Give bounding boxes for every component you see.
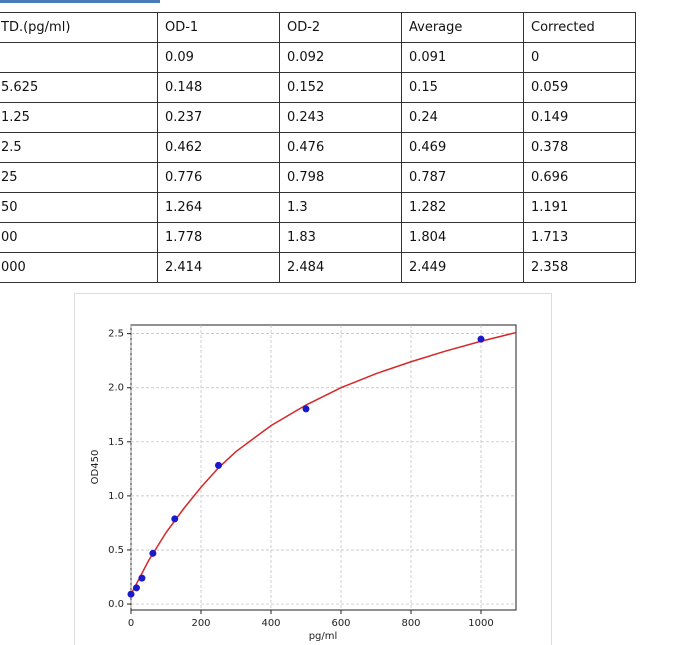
table-cell: 0.15 <box>401 72 524 103</box>
table-cell: 0.237 <box>157 102 280 133</box>
table-row: 2.5 0.462 0.476 0.469 0.378 <box>0 132 636 163</box>
table-cell: 0.24 <box>401 102 524 133</box>
table-cell: 0.696 <box>523 162 636 193</box>
x-tick-label: 600 <box>331 618 350 629</box>
y-tick-label: 2.5 <box>108 329 124 340</box>
data-point <box>149 549 157 557</box>
table-cell: 0.476 <box>279 132 402 163</box>
table-cell: 0.787 <box>401 162 524 193</box>
data-point <box>171 515 179 523</box>
table-cell: Average <box>401 12 524 43</box>
table-cell: 2.484 <box>279 252 402 283</box>
table-cell: OD-2 <box>279 12 402 43</box>
header-row: TD.(pg/ml) OD-1 OD-2 Average Corrected <box>0 12 636 43</box>
table-row: 00 1.778 1.83 1.804 1.713 <box>0 222 636 253</box>
x-tick-label: 800 <box>401 618 420 629</box>
y-tick-label: 0.5 <box>108 545 124 556</box>
table-cell: 0.462 <box>157 132 280 163</box>
table-cell: 2.358 <box>523 252 636 283</box>
table-cell: 1.282 <box>401 192 524 223</box>
table-cell: OD-1 <box>157 12 280 43</box>
table-cell: 2.5 <box>0 132 158 163</box>
y-tick-label: 2.0 <box>108 383 124 394</box>
header-bar <box>0 0 160 3</box>
x-tick-label: 0 <box>128 618 134 629</box>
chart-frame <box>74 293 552 645</box>
plot-frame <box>130 324 517 611</box>
data-point <box>132 584 140 592</box>
table-cell: 2.414 <box>157 252 280 283</box>
y-tick-label: 0.0 <box>108 599 124 610</box>
table-row: 1.25 0.237 0.243 0.24 0.149 <box>0 102 636 133</box>
data-point <box>302 405 310 413</box>
x-tick-label: 200 <box>191 618 210 629</box>
table-cell: 1.713 <box>523 222 636 253</box>
table-cell: 0.092 <box>279 42 402 73</box>
data-point <box>127 590 135 598</box>
x-axis-label: pg/ml <box>309 631 338 642</box>
table-row: 000 2.414 2.484 2.449 2.358 <box>0 252 636 283</box>
data-table: TD.(pg/ml) OD-1 OD-2 Average Corrected 0.09 0.… <box>0 12 636 283</box>
y-axis-label: OD450 <box>90 450 101 485</box>
table-cell: TD.(pg/ml) <box>0 12 158 43</box>
table-cell: 1.83 <box>279 222 402 253</box>
table-cell: 2.449 <box>401 252 524 283</box>
table-row: 50 1.264 1.3 1.282 1.191 <box>0 192 636 223</box>
x-tick-label: 1000 <box>468 618 493 629</box>
y-tick-label: 1.5 <box>108 437 124 448</box>
table-cell: 0.798 <box>279 162 402 193</box>
table-row: 25 0.776 0.798 0.787 0.696 <box>0 162 636 193</box>
fit-curve <box>130 331 517 595</box>
table-cell: 000 <box>0 252 158 283</box>
table-cell: 5.625 <box>0 72 158 103</box>
table-row: 0.09 0.092 0.091 0 <box>0 42 636 73</box>
y-tick-label: 1.0 <box>108 491 124 502</box>
data-point <box>215 461 222 469</box>
table-cell: 1.191 <box>523 192 636 223</box>
table-cell: Corrected <box>523 12 636 43</box>
data-point <box>138 574 146 582</box>
table-cell: 0.469 <box>401 132 524 163</box>
data-point <box>477 335 485 343</box>
table-cell: 0.09 <box>157 42 280 73</box>
x-tick-label: 400 <box>261 618 280 629</box>
